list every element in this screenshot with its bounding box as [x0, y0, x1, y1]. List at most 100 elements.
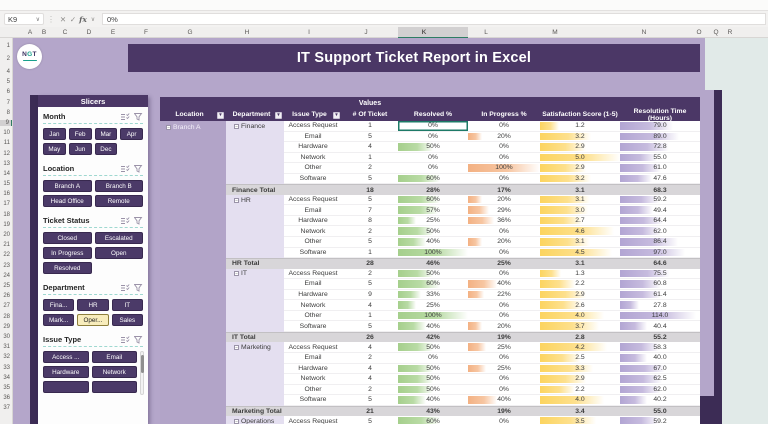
pivot-cell[interactable]: 21 [366, 408, 374, 416]
clear-filter-icon[interactable] [134, 283, 143, 292]
pivot-cell[interactable]: 40.4 [620, 321, 700, 332]
slicer-button-head-office[interactable]: Head Office [43, 195, 92, 207]
scrollbar-thumb[interactable] [700, 396, 722, 424]
pivot-cell[interactable]: 1.2 [540, 121, 620, 132]
slicer-button-email[interactable]: Email [91, 351, 137, 363]
row-number-18[interactable]: 18 [3, 211, 10, 218]
pivot-cell[interactable]: Other [284, 163, 342, 174]
pivot-cell[interactable]: 2.9 [540, 374, 620, 385]
pivot-cell[interactable]: 60.8 [620, 279, 700, 290]
pivot-cell[interactable]: 57% [398, 205, 468, 216]
row-number-29[interactable]: 29 [3, 323, 10, 330]
pivot-cell[interactable]: 19% [497, 334, 511, 342]
pivot-cell[interactable]: 5.0 [540, 153, 620, 164]
slicer-button-hr[interactable]: HR [77, 299, 109, 311]
pivot-cell[interactable]: 2.7 [540, 216, 620, 227]
pivot-cell[interactable]: 50% [398, 142, 468, 153]
row-number-20[interactable]: 20 [3, 232, 10, 239]
row-number-16[interactable]: 16 [3, 191, 10, 198]
clear-filter-icon[interactable] [134, 164, 143, 173]
row-number-31[interactable]: 31 [3, 344, 10, 351]
multi-select-icon[interactable] [121, 112, 130, 121]
pivot-cell[interactable]: Hardware [284, 364, 342, 375]
pivot-cell[interactable]: 64.6 [653, 260, 667, 268]
pivot-cell[interactable]: 17% [497, 186, 511, 194]
pivot-cell[interactable]: 29% [468, 205, 540, 216]
slicer-button-it[interactable]: IT [111, 299, 143, 311]
column-letter-B[interactable]: B [41, 29, 47, 36]
row-number-19[interactable]: 19 [3, 221, 10, 228]
slicer-button-mark-[interactable]: Mark... [43, 314, 75, 326]
row-number-23[interactable]: 23 [3, 262, 10, 269]
pivot-cell[interactable]: 36% [468, 216, 540, 227]
pivot-cell[interactable]: Finance Total [232, 186, 276, 194]
pivot-cell[interactable]: Hardware [284, 290, 342, 301]
column-letter-K[interactable]: K [421, 29, 427, 36]
pivot-cell[interactable]: 0% [468, 226, 540, 238]
pivot-cell[interactable]: 3.2 [540, 132, 620, 143]
row-number-6[interactable]: 6 [6, 89, 10, 96]
pivot-cell[interactable]: 33% [398, 290, 468, 301]
row-number-21[interactable]: 21 [3, 242, 10, 249]
column-letter-I[interactable]: I [308, 29, 310, 36]
pivot-cell[interactable]: 100% [468, 163, 540, 174]
pivot-cell[interactable]: 0% [468, 142, 540, 153]
row-number-1[interactable]: 1 [6, 43, 10, 49]
cancel-icon[interactable]: ✕ [59, 14, 67, 24]
pivot-cell[interactable]: 4.5 [540, 248, 620, 259]
pivot-cell[interactable]: 0% [468, 248, 540, 259]
column-letter-D[interactable]: D [86, 29, 92, 36]
pivot-cell[interactable]: 0% [468, 416, 540, 424]
multi-select-icon[interactable] [121, 216, 130, 225]
pivot-cell[interactable]: 26 [366, 334, 374, 342]
collapse-icon[interactable]: − [166, 124, 171, 130]
pivot-cell[interactable]: Other [284, 237, 342, 248]
pivot-cell[interactable]: 0% [468, 121, 540, 132]
pivot-cell[interactable]: 3.0 [540, 205, 620, 216]
pivot-cell[interactable]: 50% [398, 385, 468, 396]
pivot-cell[interactable]: 28 [366, 260, 374, 268]
pivot-cell[interactable]: 2.2 [540, 385, 620, 396]
clear-filter-icon[interactable] [134, 335, 143, 344]
pivot-cell[interactable]: 50% [398, 342, 468, 354]
pivot-cell[interactable]: Access Request [284, 342, 342, 354]
pivot-cell[interactable]: Software [284, 174, 342, 185]
collapse-icon[interactable]: − [234, 271, 239, 277]
pivot-cell[interactable]: 2.6 [540, 300, 620, 311]
pivot-cell[interactable]: IT Total [232, 334, 256, 342]
pivot-cell[interactable]: 27.8 [620, 300, 700, 311]
pivot-cell[interactable]: Marketing Total [232, 408, 282, 416]
pivot-cell[interactable]: 3.1 [575, 186, 585, 194]
row-number-30[interactable]: 30 [3, 333, 10, 340]
row-number-24[interactable]: 24 [3, 272, 10, 279]
pivot-cell[interactable]: 0% [468, 374, 540, 385]
slicer-scrollbar-thumb[interactable] [141, 355, 144, 373]
pivot-cell[interactable]: 20% [468, 321, 540, 332]
pivot-cell[interactable]: Hardware [284, 216, 342, 227]
pivot-cell[interactable]: 47.6 [620, 174, 700, 185]
pivot-cell[interactable]: 72.8 [620, 142, 700, 153]
slicer-button-branch-b[interactable]: Branch B [94, 180, 143, 192]
pivot-cell[interactable]: Software [284, 248, 342, 259]
pivot-cell[interactable]: 18 [366, 186, 374, 194]
row-number-36[interactable]: 36 [3, 395, 10, 402]
pivot-cell[interactable]: 5 [342, 416, 398, 424]
column-letter-N[interactable]: N [641, 29, 647, 36]
pivot-cell[interactable]: 40.0 [620, 353, 700, 364]
pivot-cell[interactable]: 79.0 [620, 121, 700, 132]
multi-select-icon[interactable] [121, 335, 130, 344]
pivot-cell[interactable]: 3.1 [575, 260, 585, 268]
pivot-cell[interactable]: 4 [342, 342, 398, 354]
pivot-cell[interactable]: 40% [398, 237, 468, 248]
pivot-cell[interactable]: 97.0 [620, 248, 700, 259]
slicer-button-escalated[interactable]: Escalated [94, 232, 143, 244]
slicer-button-may[interactable]: May [43, 143, 66, 155]
pivot-cell[interactable]: 59.2 [620, 195, 700, 206]
pivot-cell[interactable]: HR Total [232, 260, 260, 268]
slicer-button-access-[interactable]: Access ... [43, 351, 89, 363]
slicer-button-hardware[interactable]: Hardware [43, 366, 89, 378]
slicer-button-network[interactable]: Network [91, 366, 137, 378]
pivot-cell[interactable]: 50% [398, 364, 468, 375]
pivot-cell[interactable]: 4.6 [540, 226, 620, 238]
